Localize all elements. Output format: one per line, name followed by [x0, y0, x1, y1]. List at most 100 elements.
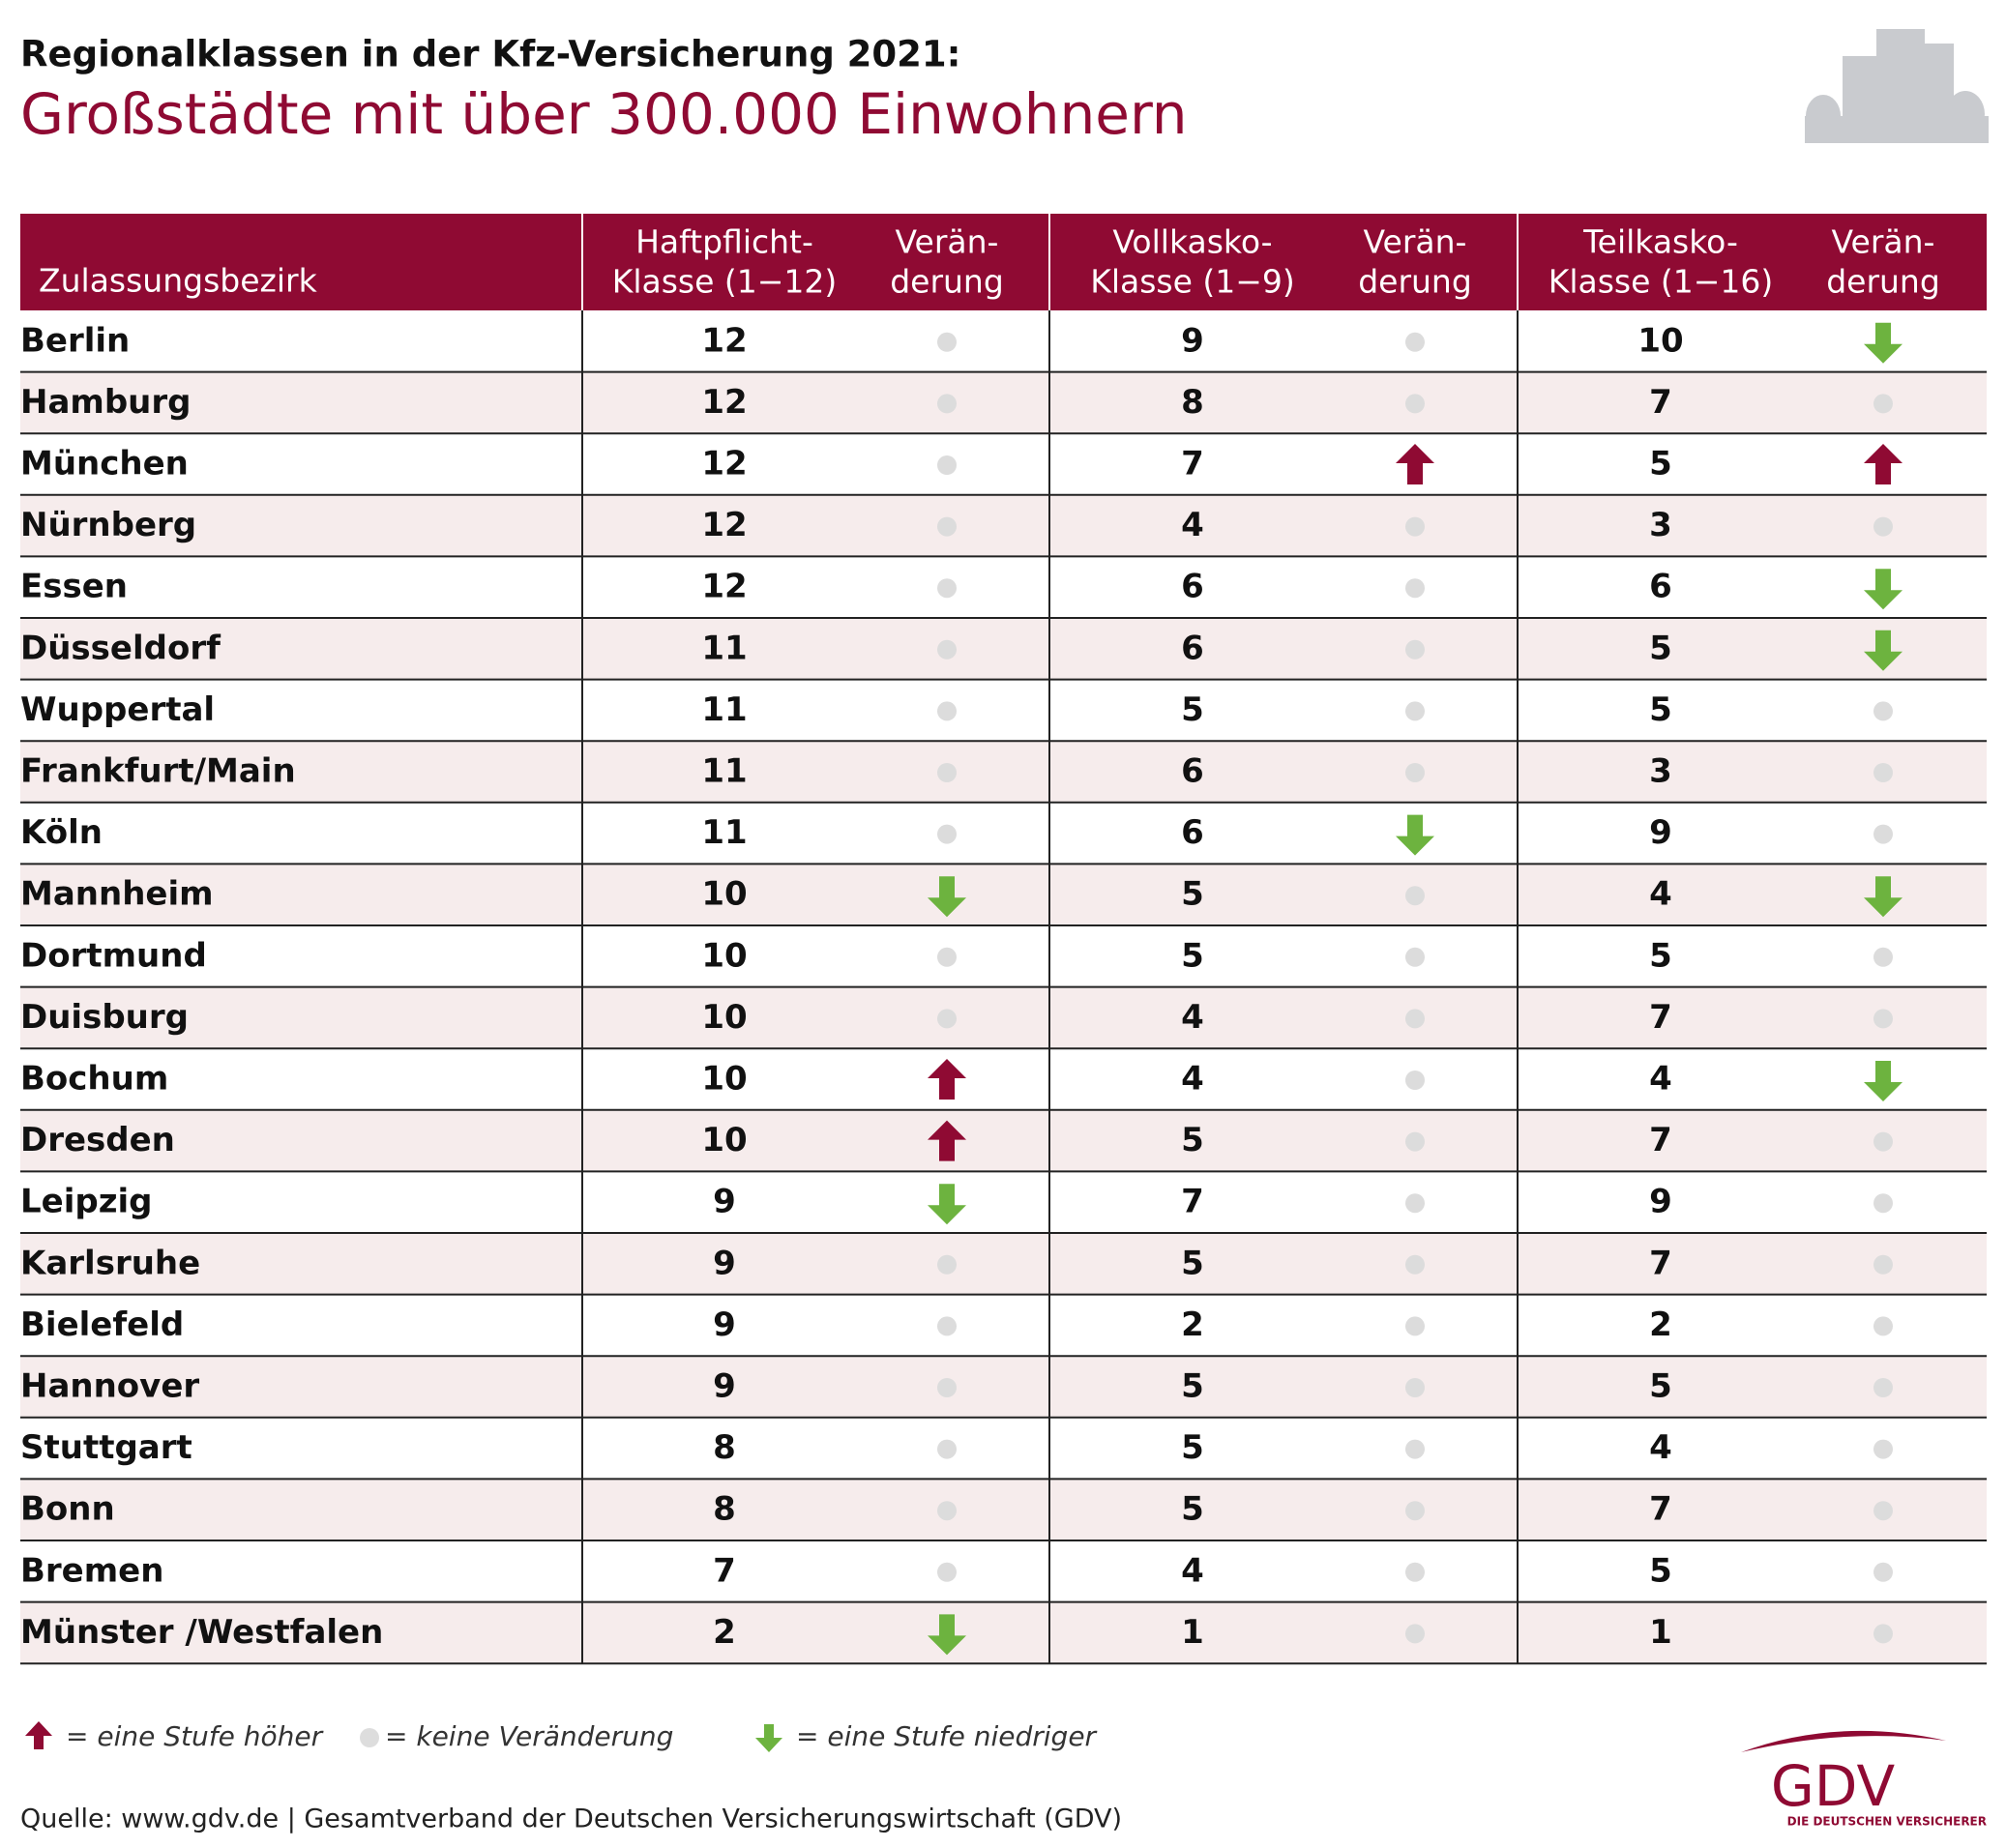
no-change-dot: [937, 1501, 957, 1521]
no-change-dot: [1873, 947, 1893, 967]
row-bg: [20, 1601, 1987, 1664]
table: Zulassungsbezirk Haftpflicht-Klasse (1−12…: [20, 214, 1987, 1665]
class-value: 9: [713, 1305, 736, 1344]
no-change-dot: [1405, 886, 1425, 906]
column-header: Vollkasko-: [1112, 223, 1272, 261]
no-change-dot: [937, 701, 957, 721]
city: Düsseldorf: [20, 629, 221, 667]
city: Duisburg: [20, 998, 189, 1037]
legend-text: = keine Veränderung: [385, 1720, 673, 1752]
city: Nürnberg: [20, 506, 196, 544]
city: München: [20, 445, 189, 484]
no-change-dot: [1873, 1439, 1893, 1459]
no-change-dot: [937, 1009, 957, 1029]
class-value: 9: [1649, 1183, 1672, 1221]
class-value: 2: [713, 1613, 736, 1652]
arrow-up: [1396, 444, 1434, 484]
column-header: Teilkasko-: [1582, 223, 1738, 261]
no-change-dot: [1405, 578, 1425, 599]
city: Berlin: [20, 321, 130, 360]
arrow-down: [1864, 1061, 1903, 1101]
no-change-dot: [1873, 1009, 1893, 1029]
city: Leipzig: [20, 1183, 153, 1221]
class-value: 10: [701, 936, 747, 975]
no-change-dot: [1873, 763, 1893, 782]
class-value: 4: [1181, 1551, 1204, 1590]
no-change-dot: [1405, 701, 1425, 721]
class-value: 12: [701, 445, 747, 484]
column-header: Verän-: [1832, 223, 1935, 261]
no-change-dot: [1405, 1254, 1425, 1275]
class-value: 7: [1649, 1244, 1672, 1282]
title: Regionalklassen in der Kfz-Versicherung …: [20, 34, 960, 75]
city: Münster /Westfalen: [20, 1613, 383, 1652]
city: Bochum: [20, 1060, 168, 1099]
class-value: 7: [1649, 383, 1672, 422]
class-value: 6: [1649, 568, 1672, 606]
no-change-dot: [1405, 639, 1425, 660]
class-value: 10: [701, 875, 747, 914]
class-value: 10: [1637, 321, 1683, 360]
row-bg: [20, 986, 1987, 1049]
city: Köln: [20, 813, 103, 852]
no-change-dot: [937, 516, 957, 537]
no-change-dot: [1405, 947, 1425, 967]
no-change-dot: [1405, 1009, 1425, 1029]
class-value: 1: [1649, 1613, 1672, 1652]
class-value: 11: [701, 752, 747, 791]
column-header: derung: [890, 263, 1004, 301]
class-value: 12: [701, 568, 747, 606]
class-value: 11: [701, 690, 747, 729]
class-value: 6: [1181, 568, 1204, 606]
city: Hannover: [20, 1367, 199, 1406]
no-change-dot: [1405, 1071, 1425, 1090]
column-header: Verän-: [896, 223, 999, 261]
city: Wuppertal: [20, 690, 215, 729]
no-change-dot: [1873, 394, 1893, 414]
arrow-down: [928, 876, 966, 918]
class-value: 4: [1181, 506, 1204, 544]
arrow-down: [928, 1614, 966, 1656]
no-change-dot: [1405, 1562, 1425, 1582]
class-value: 7: [1649, 1490, 1672, 1529]
class-value: 5: [1649, 1367, 1672, 1406]
no-change-dot: [1873, 1316, 1893, 1336]
no-change-dot: [1873, 1193, 1893, 1214]
no-change-dot: [937, 1439, 957, 1459]
header-bg: [20, 214, 1987, 310]
no-change-dot: [1873, 1254, 1893, 1275]
row-bg: [20, 371, 1987, 434]
class-value: 12: [701, 321, 747, 360]
city: Karlsruhe: [20, 1244, 200, 1282]
logo-tagline: DIE DEUTSCHEN VERSICHERER: [1787, 1815, 1987, 1829]
class-value: 2: [1649, 1305, 1672, 1344]
class-value: 5: [1649, 936, 1672, 975]
column-header: Klasse (1−16): [1549, 263, 1774, 301]
class-value: 11: [701, 813, 747, 852]
row-bg: [20, 1109, 1987, 1172]
row-bg: [20, 494, 1987, 557]
city: Frankfurt/Main: [20, 752, 296, 791]
row-bg: [20, 1233, 1987, 1295]
row-bg: [20, 1356, 1987, 1418]
no-change-dot: [1873, 701, 1893, 721]
arrow-up: [928, 1120, 966, 1161]
no-change-dot: [1405, 763, 1425, 782]
class-value: 10: [701, 1121, 747, 1159]
city: Dresden: [20, 1121, 175, 1159]
class-value: 3: [1649, 506, 1672, 544]
class-value: 5: [1649, 445, 1672, 484]
row-bg: [20, 741, 1987, 803]
column-header: Klasse (1−12): [612, 263, 838, 301]
class-value: 4: [1649, 1428, 1672, 1467]
arrow-down: [928, 1184, 966, 1225]
arrow-down: [1864, 630, 1903, 671]
legend-text: = eine Stufe niedriger: [796, 1720, 1098, 1752]
column-header: Haftpflicht-: [635, 223, 813, 261]
no-change-dot: [937, 1378, 957, 1397]
arrow-down: [1864, 569, 1903, 610]
no-change-dot: [1405, 1624, 1425, 1644]
no-change-dot: [1405, 1501, 1425, 1521]
class-value: 5: [1181, 936, 1204, 975]
class-value: 7: [1181, 445, 1204, 484]
